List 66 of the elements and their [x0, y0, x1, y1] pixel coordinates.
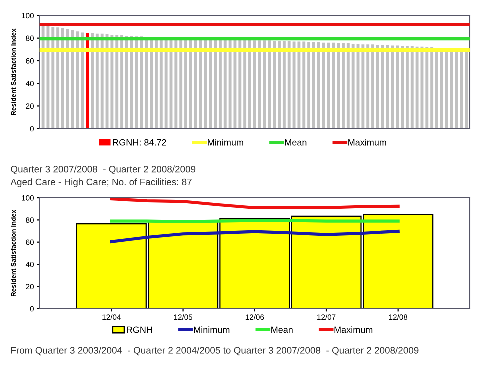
bar — [342, 43, 345, 129]
bar — [214, 39, 218, 129]
bar — [86, 33, 90, 129]
bar — [238, 40, 242, 129]
legend-label: Minimum — [208, 139, 244, 146]
legend-label: Mean — [285, 139, 307, 146]
bar — [302, 42, 306, 129]
bar — [396, 46, 400, 129]
bar — [244, 40, 247, 129]
line-series — [110, 198, 400, 210]
bar — [278, 41, 281, 129]
bar — [96, 34, 99, 129]
bar — [440, 48, 444, 129]
legend-label: RGNH: 84.72 — [113, 139, 166, 146]
bar — [224, 39, 227, 129]
legend-label: RGNH — [127, 326, 152, 334]
bar — [125, 36, 128, 129]
legend-label: Minimum — [194, 326, 230, 334]
bar — [258, 40, 262, 129]
bar — [194, 38, 198, 129]
text: Quarter 3 2007/2008 - Quarter 2 2008/2009 — [11, 166, 196, 174]
bar — [81, 32, 84, 129]
bar — [381, 45, 384, 129]
bar — [366, 44, 370, 129]
bar — [346, 43, 350, 129]
bar — [66, 29, 70, 129]
bar — [209, 38, 212, 129]
bar — [416, 46, 419, 129]
bar — [62, 28, 64, 129]
bar — [362, 44, 365, 129]
bar — [312, 42, 316, 129]
bar — [426, 47, 429, 129]
bar — [273, 41, 276, 129]
bar — [268, 40, 272, 129]
legend-label: Mean — [272, 326, 293, 334]
bar — [317, 42, 320, 129]
bar — [308, 42, 311, 129]
bar — [372, 44, 374, 129]
bar — [332, 42, 336, 129]
bar — [406, 46, 409, 129]
text: Aged Care - High Care; No. of Facilities: 87 — [10, 178, 192, 188]
bar — [430, 47, 434, 129]
bar — [100, 34, 104, 129]
bar — [282, 41, 286, 129]
bar — [253, 40, 256, 129]
legend-label: Maximum — [348, 139, 386, 146]
bar — [71, 30, 74, 129]
bar — [248, 40, 252, 129]
bar — [465, 50, 468, 129]
legend-label: Maximum — [334, 326, 373, 334]
bar — [401, 46, 404, 129]
bar — [120, 36, 124, 129]
line-series — [110, 230, 400, 244]
bar — [337, 43, 340, 129]
bar — [52, 27, 55, 129]
bar — [218, 39, 222, 129]
bar — [410, 46, 414, 129]
bar — [116, 36, 119, 129]
bar — [436, 48, 438, 129]
bar — [110, 34, 114, 129]
bar — [56, 28, 60, 129]
text: From Quarter 3 2003/2004 - Quarter 2 2004/2005 to Quarter 3 2007/2008 - Quarter 2 2008/2009 — [11, 346, 419, 356]
bar — [288, 41, 291, 129]
bar — [91, 33, 94, 129]
bar — [376, 45, 380, 129]
bar — [352, 44, 355, 129]
